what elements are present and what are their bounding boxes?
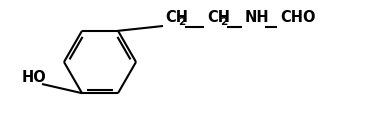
Text: 2: 2 [220,17,227,27]
Text: HO: HO [22,70,47,85]
Text: CH: CH [207,10,230,25]
Text: NH: NH [245,10,270,25]
Text: CH: CH [165,10,188,25]
Text: 2: 2 [178,17,185,27]
Text: CHO: CHO [280,10,316,25]
